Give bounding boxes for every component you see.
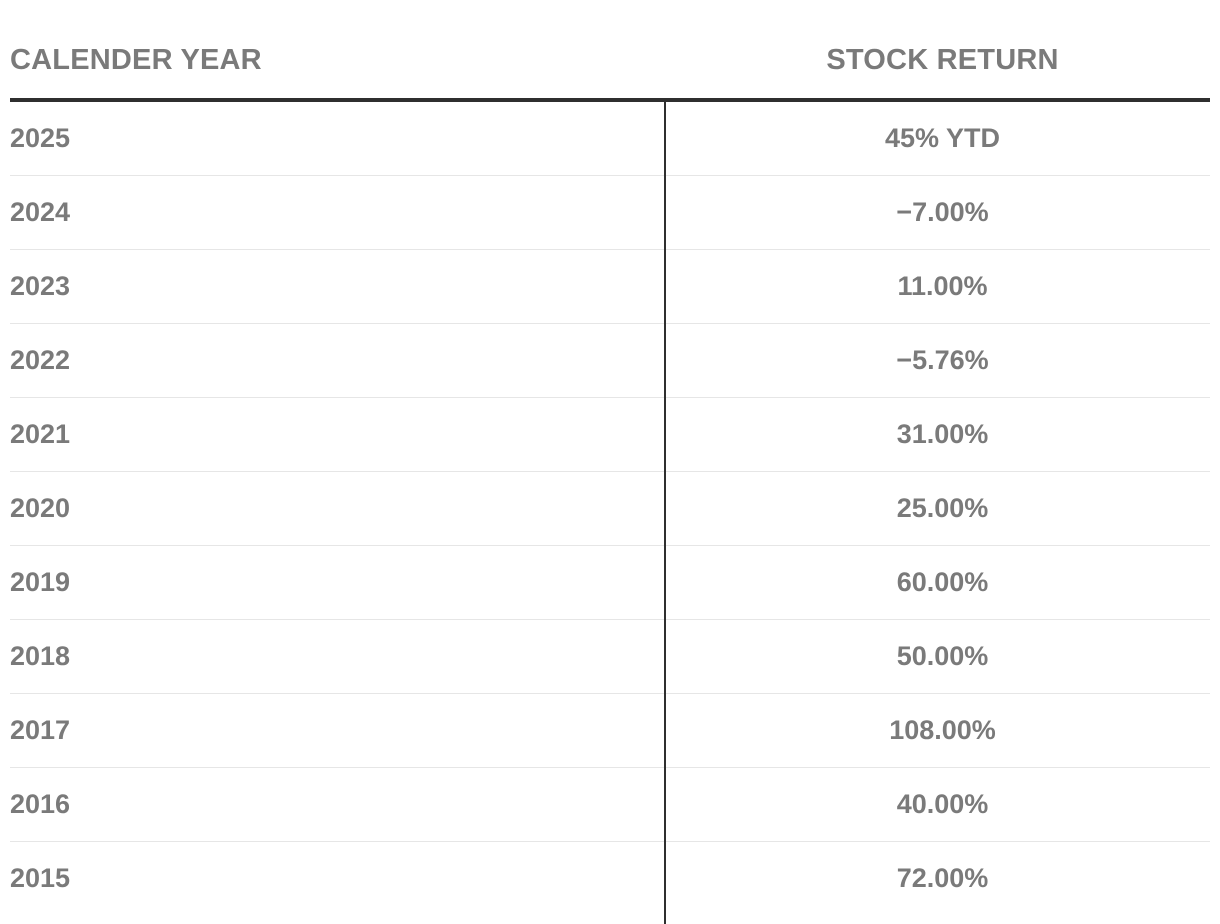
table-row: 2016 40.00% [10,768,1210,842]
return-cell: 45% YTD [884,123,1001,153]
year-cell: 2019 [10,567,71,597]
table-row: 2017 108.00% [10,694,1210,768]
return-cell: 72.00% [896,863,989,893]
table-row: 2024 −7.00% [10,176,1210,250]
year-cell: 2015 [10,863,71,893]
year-cell: 2016 [10,789,71,819]
table-row: 2021 31.00% [10,398,1210,472]
year-cell: 2021 [10,419,71,449]
return-cell: −7.00% [896,197,989,227]
table-row: 2018 50.00% [10,620,1210,694]
year-cell: 2024 [10,197,71,227]
table-row: 2023 11.00% [10,250,1210,324]
year-cell: 2023 [10,271,71,301]
table-body: 2025 45% YTD 2024 −7.00% 2023 11.00% 2022 −5.76… [10,102,1210,915]
table-row: 2019 60.00% [10,546,1210,620]
year-cell: 2017 [10,715,71,745]
column-header-return: STOCK RETURN [826,44,1059,76]
year-cell: 2025 [10,123,71,153]
year-cell: 2022 [10,345,71,375]
year-cell: 2018 [10,641,71,671]
column-header-year: CALENDER YEAR [10,44,262,76]
column-divider [664,102,666,924]
return-cell: 40.00% [896,789,989,819]
return-cell: 60.00% [896,567,989,597]
return-cell: 11.00% [897,271,988,301]
return-cell: 25.00% [896,493,989,523]
table-row: 2025 45% YTD [10,102,1210,176]
table-header: CALENDER YEAR STOCK RETURN [10,0,1210,102]
return-cell: 31.00% [896,419,989,449]
table-row: 2015 72.00% [10,842,1210,915]
table-row: 2022 −5.76% [10,324,1210,398]
return-cell: −5.76% [896,345,989,375]
return-cell: 108.00% [889,715,996,745]
return-cell: 50.00% [896,641,989,671]
table-row: 2020 25.00% [10,472,1210,546]
stock-return-table: CALENDER YEAR STOCK RETURN 2025 45% YTD 20… [10,0,1210,915]
year-cell: 2020 [10,493,71,523]
